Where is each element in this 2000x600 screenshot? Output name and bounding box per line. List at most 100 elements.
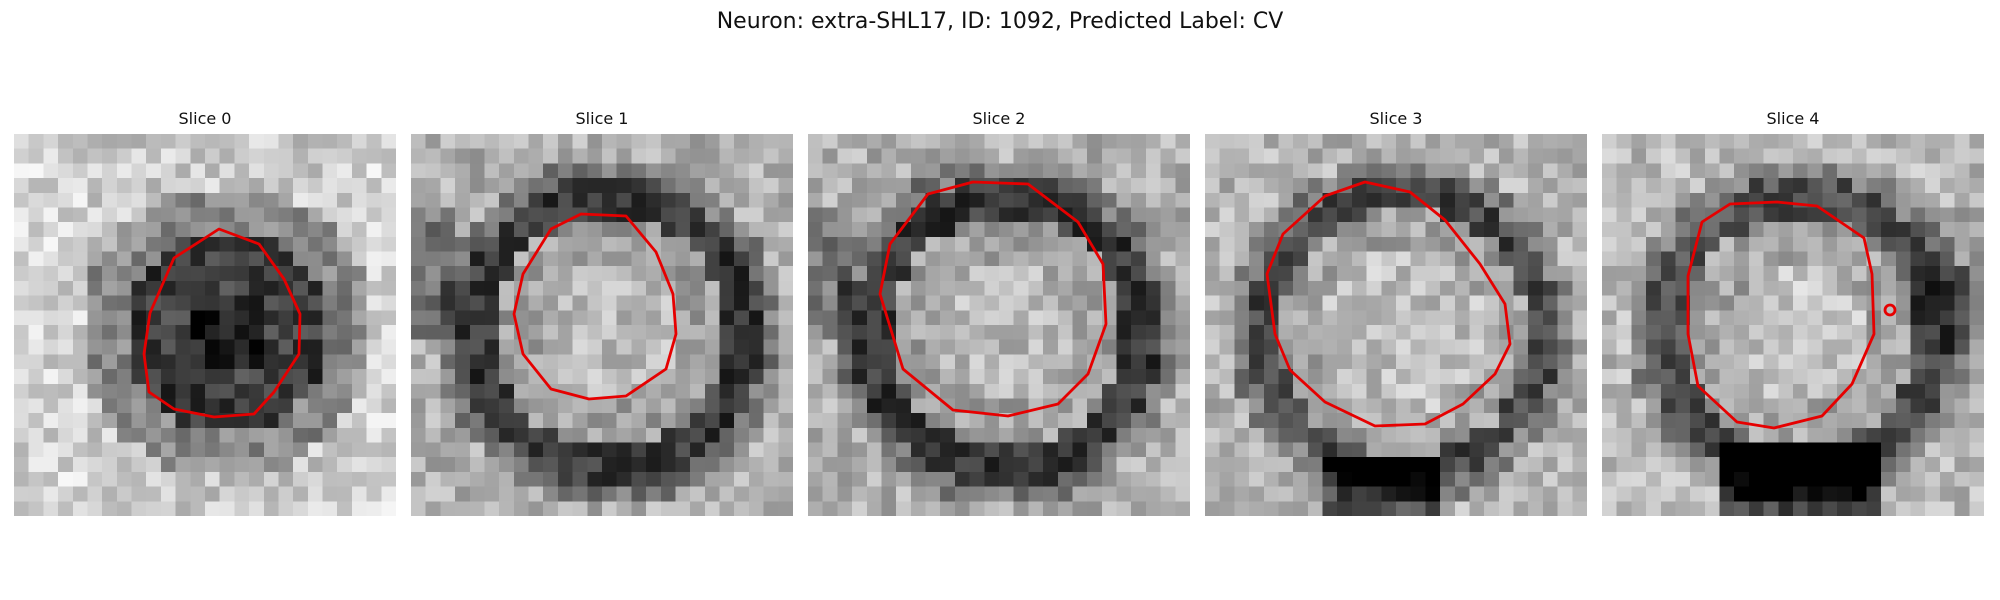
pixel-cell <box>1602 251 1618 267</box>
pixel-cell <box>1322 310 1338 326</box>
pixel-cell <box>999 486 1015 502</box>
pixel-cell <box>87 251 103 267</box>
pixel-cell <box>1602 427 1618 443</box>
pixel-cell <box>381 339 396 355</box>
pixel-cell <box>381 222 396 238</box>
pixel-cell <box>160 148 177 164</box>
pixel-cell <box>1249 413 1265 429</box>
pixel-cell <box>1925 398 1941 414</box>
pixel-cell <box>28 471 44 488</box>
pixel-cell <box>58 178 74 194</box>
pixel-cell <box>1351 354 1368 370</box>
pixel-cell <box>87 442 103 458</box>
pixel-cell <box>411 413 427 429</box>
pixel-cell <box>1969 280 1984 297</box>
pixel-cell <box>734 134 750 150</box>
pixel-cell <box>234 280 250 297</box>
pixel-cell <box>146 266 162 282</box>
pixel-cell <box>1807 442 1823 458</box>
pixel-cell <box>1763 236 1779 252</box>
pixel-cell <box>1043 413 1059 429</box>
pixel-cell <box>1866 134 1882 150</box>
pixel-cell <box>499 134 515 150</box>
pixel-cell <box>337 148 353 164</box>
pixel-cell <box>1616 192 1632 208</box>
slice-image <box>14 134 396 516</box>
pixel-cell <box>1748 427 1765 443</box>
pixel-cell <box>1293 325 1309 341</box>
pixel-cell <box>719 222 735 238</box>
pixel-cell <box>1690 501 1706 516</box>
pixel-cell <box>602 398 618 414</box>
pixel-cell <box>1602 413 1618 429</box>
pixel-cell <box>616 251 632 267</box>
pixel-cell <box>675 442 691 458</box>
pixel-cell <box>1469 192 1485 208</box>
pixel-cell <box>322 471 338 488</box>
pixel-cell <box>1205 486 1221 502</box>
pixel-cell <box>337 442 353 458</box>
pixel-cell <box>146 251 162 267</box>
pixel-cell <box>1851 383 1867 399</box>
pixel-cell <box>513 501 529 516</box>
pixel-cell <box>1057 442 1073 458</box>
pixel-cell <box>1072 339 1088 355</box>
pixel-cell <box>1807 207 1823 223</box>
pixel-cell <box>1851 178 1867 194</box>
pixel-cell <box>1454 222 1470 238</box>
pixel-cell <box>1175 427 1190 443</box>
pixel-cell <box>1719 251 1735 267</box>
pixel-cell <box>1675 207 1691 223</box>
pixel-cell <box>1719 134 1735 150</box>
pixel-cell <box>984 501 1000 516</box>
pixel-cell <box>1778 383 1794 399</box>
pixel-cell <box>1440 427 1456 443</box>
pixel-cell <box>1013 134 1029 150</box>
pixel-cell <box>602 325 618 341</box>
pixel-cell <box>1660 442 1676 458</box>
pixel-cell <box>160 192 177 208</box>
pixel-cell <box>1440 266 1456 282</box>
pixel-cell <box>1602 222 1618 238</box>
pixel-cell <box>1498 442 1514 458</box>
pixel-cell <box>1116 457 1132 473</box>
pixel-cell <box>690 471 706 488</box>
pixel-cell <box>513 427 529 443</box>
pixel-cell <box>469 178 485 194</box>
pixel-cell <box>1219 134 1235 150</box>
pixel-cell <box>528 266 544 282</box>
pixel-cell <box>1351 148 1368 164</box>
pixel-cell <box>1366 398 1382 414</box>
pixel-cell <box>1822 427 1838 443</box>
pixel-cell <box>748 339 765 355</box>
pixel-cell <box>1160 280 1176 297</box>
pixel-cell <box>748 295 765 311</box>
pixel-cell <box>1646 295 1662 311</box>
pixel-cell <box>734 486 750 502</box>
pixel-cell <box>1822 295 1838 311</box>
pixel-cell <box>425 222 441 238</box>
pixel-cell <box>1322 486 1338 502</box>
pixel-cell <box>469 280 485 297</box>
pixel-cell <box>72 163 88 179</box>
pixel-cell <box>102 442 118 458</box>
pixel-cell <box>1778 486 1794 502</box>
pixel-cell <box>1043 310 1059 326</box>
pixel-cell <box>1249 134 1265 150</box>
pixel-cell <box>28 383 44 399</box>
pixel-cell <box>954 207 971 223</box>
slice-title: Slice 2 <box>972 109 1026 128</box>
pixel-cell <box>704 280 720 297</box>
pixel-cell <box>1366 134 1382 150</box>
pixel-cell <box>675 398 691 414</box>
pixel-cell <box>1337 134 1353 150</box>
pixel-cell <box>1542 148 1559 164</box>
pixel-cell <box>1748 471 1765 488</box>
pixel-cell <box>72 148 88 164</box>
pixel-cell <box>660 383 676 399</box>
pixel-cell <box>543 427 559 443</box>
pixel-cell <box>1293 236 1309 252</box>
pixel-cell <box>1631 178 1647 194</box>
pixel-cell <box>1454 486 1470 502</box>
pixel-cell <box>999 471 1015 488</box>
